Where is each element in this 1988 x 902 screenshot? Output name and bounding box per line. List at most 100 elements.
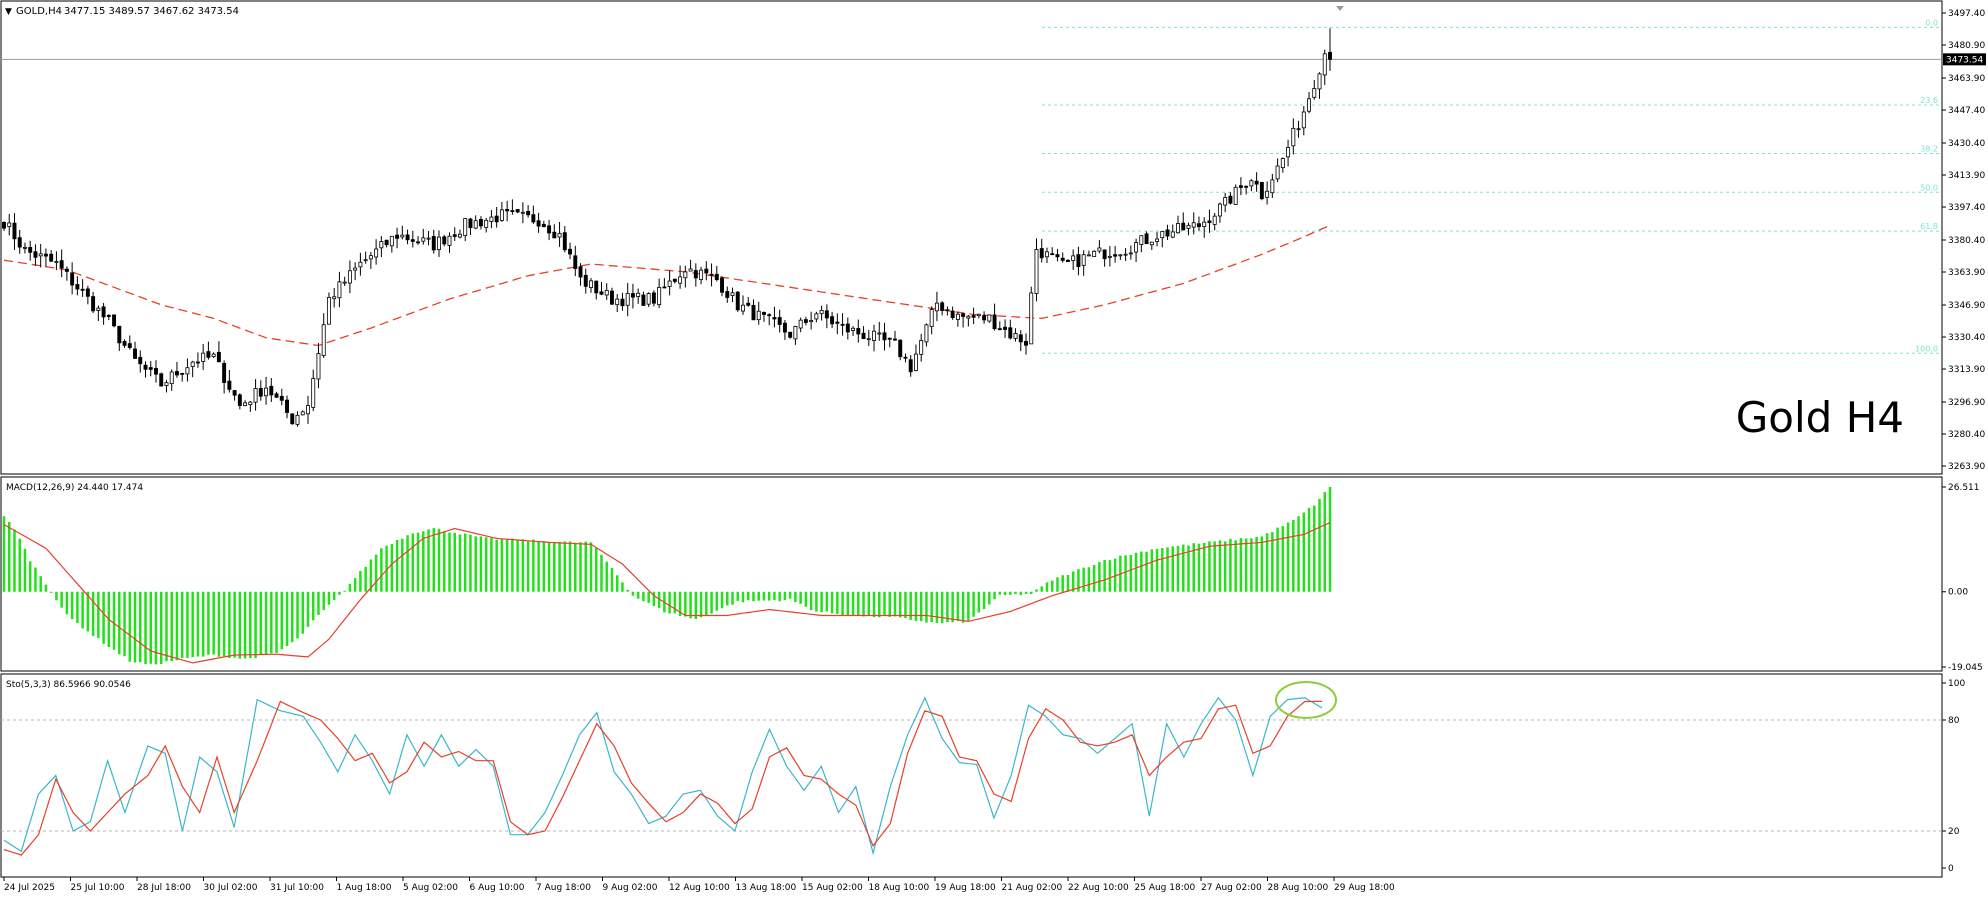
candle-body <box>887 337 892 340</box>
candle <box>1134 238 1139 263</box>
candle-body <box>216 351 221 363</box>
candle-body <box>468 218 473 229</box>
candle <box>379 236 384 258</box>
candle-body <box>1008 327 1013 339</box>
candle <box>447 232 452 253</box>
candle-body <box>688 268 693 272</box>
candle <box>484 217 489 233</box>
candle <box>704 261 709 281</box>
candle-body <box>541 223 546 228</box>
candle-body <box>243 402 248 407</box>
candle <box>589 278 593 293</box>
candle-body <box>342 281 347 284</box>
candle-body <box>866 338 871 341</box>
macd-label: MACD(12,26,9) 24.440 17.474 <box>6 483 143 493</box>
candle <box>505 200 510 222</box>
candle-body <box>882 332 887 341</box>
candle-body <box>1238 185 1243 188</box>
candle <box>630 283 635 309</box>
collapse-arrow-icon[interactable]: ▼ <box>5 7 12 17</box>
candle-body <box>363 259 368 262</box>
time-tick-label: 25 Aug 18:00 <box>1135 883 1196 893</box>
candle-body <box>646 293 651 305</box>
candle <box>143 361 148 378</box>
candle-body <box>1013 333 1018 339</box>
candle-body <box>306 405 310 415</box>
candle <box>1191 212 1196 235</box>
candle <box>961 313 966 328</box>
candle <box>463 217 468 242</box>
candle <box>526 205 531 218</box>
candle <box>1233 184 1238 206</box>
time-tick-label: 13 Aug 18:00 <box>736 883 797 893</box>
candle <box>683 265 688 288</box>
candle <box>499 201 504 222</box>
candle <box>1244 185 1249 195</box>
stochastic-panel-frame[interactable] <box>0 673 1943 878</box>
stochastic-label: Sto(5,3,3) 86.5966 90.0546 <box>6 680 131 690</box>
candle-body <box>1134 242 1139 253</box>
candle-body <box>295 414 300 425</box>
candle-body <box>49 253 54 262</box>
candle <box>332 287 337 308</box>
candle <box>908 355 913 377</box>
candle-body <box>547 225 552 234</box>
candle-body <box>683 271 688 279</box>
candle <box>515 209 520 214</box>
candle <box>91 291 96 314</box>
candle <box>489 210 494 229</box>
candle <box>735 290 740 312</box>
macd-panel-frame[interactable] <box>0 476 1943 672</box>
candle <box>358 252 363 276</box>
price-panel-frame[interactable] <box>0 0 1943 475</box>
candle <box>1060 252 1065 263</box>
candle-body <box>657 287 662 306</box>
time-tick-label: 30 Jul 02:00 <box>204 883 258 893</box>
candle-body <box>793 326 798 340</box>
candle-body <box>447 235 452 246</box>
candle-body <box>924 324 929 343</box>
candle-body <box>1280 158 1285 169</box>
candle <box>761 311 766 322</box>
candle <box>232 390 237 401</box>
candle <box>866 329 871 346</box>
candle <box>861 326 866 340</box>
candle-body <box>908 359 913 373</box>
candle <box>494 206 499 228</box>
candle-body <box>761 311 766 315</box>
candle-body <box>190 361 195 367</box>
candle <box>1301 106 1306 136</box>
candle-body <box>169 371 174 385</box>
fib-level-label: 23.6 <box>1920 96 1938 105</box>
candle <box>1081 250 1086 276</box>
candle-body <box>1155 238 1160 242</box>
candle <box>594 280 599 300</box>
candle-body <box>1055 254 1060 258</box>
fib-level-label: 0.0 <box>1925 18 1938 27</box>
candle-body <box>374 248 379 258</box>
candle <box>562 226 567 253</box>
candle <box>1307 91 1312 114</box>
macd-tick-label: -19.045 <box>1948 663 1983 673</box>
candle <box>662 278 667 289</box>
candle-body <box>395 234 400 239</box>
candle <box>919 333 924 362</box>
candle <box>75 276 80 296</box>
candle <box>1039 238 1044 263</box>
candle <box>405 229 410 245</box>
candle <box>678 265 683 289</box>
candle <box>59 249 64 278</box>
time-tick-label: 18 Aug 10:00 <box>869 883 930 893</box>
candle-body <box>966 315 971 319</box>
candle <box>536 212 541 233</box>
candle <box>615 294 620 313</box>
candle-body <box>746 302 751 306</box>
candle <box>756 301 761 325</box>
highlight-ellipse <box>1275 681 1337 719</box>
candle <box>1029 286 1034 345</box>
candle <box>845 317 850 340</box>
candle-body <box>1312 88 1317 98</box>
candle-body <box>536 220 541 227</box>
candle <box>1128 245 1133 260</box>
time-tick-label: 24 Jul 2025 <box>4 883 55 893</box>
